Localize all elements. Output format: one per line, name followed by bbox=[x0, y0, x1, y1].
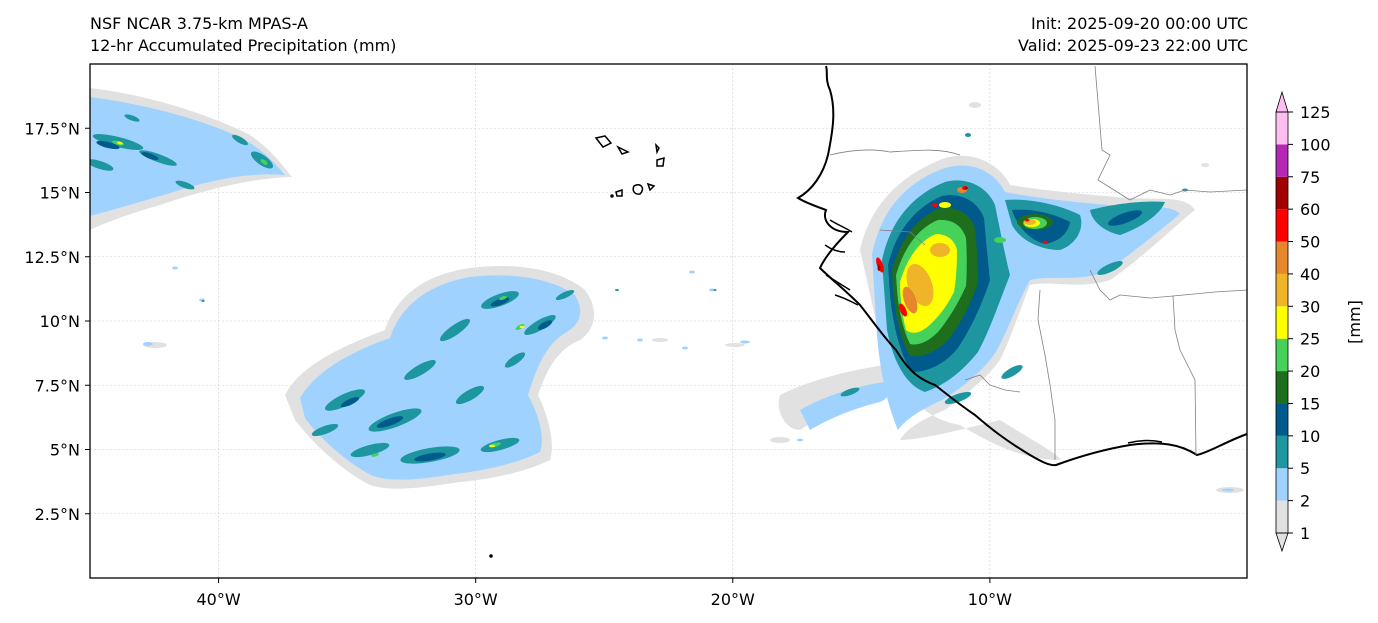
lon-tick-label: 10°W bbox=[968, 590, 1012, 609]
colorbar-segment bbox=[1276, 403, 1288, 436]
colorbar-segment bbox=[1276, 468, 1288, 501]
lat-tick-label: 15°N bbox=[40, 184, 80, 203]
colorbar-over-arrow bbox=[1275, 90, 1289, 113]
lon-tick-label: 30°W bbox=[454, 590, 498, 609]
colorbar-segment bbox=[1276, 371, 1288, 404]
lon-tick-label: 20°W bbox=[711, 590, 755, 609]
title-right: Init: 2025-09-20 00:00 UTC Valid: 2025-0… bbox=[1018, 13, 1248, 57]
colorbar-level-label: 30 bbox=[1300, 297, 1320, 316]
colorbar-segment bbox=[1276, 435, 1288, 469]
lat-tick-label: 12.5°N bbox=[24, 248, 80, 267]
lat-tick-label: 7.5°N bbox=[35, 376, 80, 395]
country-borders bbox=[829, 65, 1247, 460]
colorbar-segment bbox=[1276, 112, 1288, 145]
coastlines bbox=[489, 65, 1247, 558]
colorbar-segment bbox=[1276, 241, 1288, 274]
map-content bbox=[90, 65, 1247, 558]
gridlines bbox=[90, 64, 1247, 578]
colorbar-level-label: 10 bbox=[1300, 427, 1320, 446]
cape-verde-islands bbox=[594, 135, 665, 198]
field-title: 12-hr Accumulated Precipitation (mm) bbox=[90, 36, 397, 55]
coastal-inlets bbox=[824, 219, 1163, 444]
title-left: NSF NCAR 3.75-km MPAS-A 12-hr Accumulate… bbox=[90, 13, 396, 57]
lat-tick-label: 10°N bbox=[40, 312, 80, 331]
lat-tick-label: 5°N bbox=[50, 441, 80, 460]
colorbar-segment bbox=[1276, 209, 1288, 242]
west-africa-coastline bbox=[796, 65, 1247, 467]
colorbar-level-label: 50 bbox=[1300, 233, 1320, 252]
colorbar-level-label: 40 bbox=[1300, 265, 1320, 284]
latitude-axis: 17.5°N 15°N 12.5°N 10°N 7.5°N 5°N 2.5°N bbox=[24, 119, 90, 524]
init-time: Init: 2025-09-20 00:00 UTC bbox=[1030, 14, 1248, 33]
valid-time: Valid: 2025-09-23 22:00 UTC bbox=[1017, 36, 1248, 55]
colorbar-level-label: 5 bbox=[1300, 459, 1310, 478]
saint-peter-paul-rocks bbox=[489, 554, 493, 558]
colorbar-level-label: 25 bbox=[1300, 330, 1320, 349]
precip-central-cluster bbox=[285, 266, 595, 489]
colorbar-level-label: 125 bbox=[1300, 103, 1331, 122]
precip-west-cluster bbox=[90, 88, 292, 230]
colorbar-segment bbox=[1276, 273, 1288, 307]
colorbar-level-label: 1 bbox=[1300, 524, 1310, 543]
lat-tick-label: 17.5°N bbox=[24, 119, 80, 138]
longitude-axis: 40°W 30°W 20°W 10°W bbox=[196, 578, 1012, 609]
colorbar-unit-label: [mm] bbox=[1345, 300, 1364, 344]
precipitation-field bbox=[90, 88, 1244, 493]
colorbar-segment bbox=[1276, 338, 1288, 372]
colorbar-level-label: 2 bbox=[1300, 492, 1310, 511]
colorbar-segment bbox=[1276, 176, 1288, 210]
colorbar-level-label: 20 bbox=[1300, 362, 1320, 381]
colorbar-frame bbox=[1275, 111, 1289, 534]
lon-tick-label: 40°W bbox=[196, 590, 240, 609]
precip-africa-cluster bbox=[778, 155, 1195, 460]
colorbar-level-label: 60 bbox=[1300, 200, 1320, 219]
colorbar-segment bbox=[1276, 500, 1288, 533]
colorbar-segment bbox=[1276, 144, 1288, 177]
lat-tick-label: 2.5°N bbox=[35, 505, 80, 524]
precip-scattered-cells bbox=[143, 102, 1244, 493]
colorbar-under-arrow bbox=[1275, 532, 1289, 553]
colorbar-level-label: 75 bbox=[1300, 168, 1320, 187]
model-title: NSF NCAR 3.75-km MPAS-A bbox=[90, 14, 308, 33]
colorbar-level-label: 100 bbox=[1300, 135, 1331, 154]
colorbar-level-label: 15 bbox=[1300, 394, 1320, 413]
colorbar-segment bbox=[1276, 306, 1288, 339]
